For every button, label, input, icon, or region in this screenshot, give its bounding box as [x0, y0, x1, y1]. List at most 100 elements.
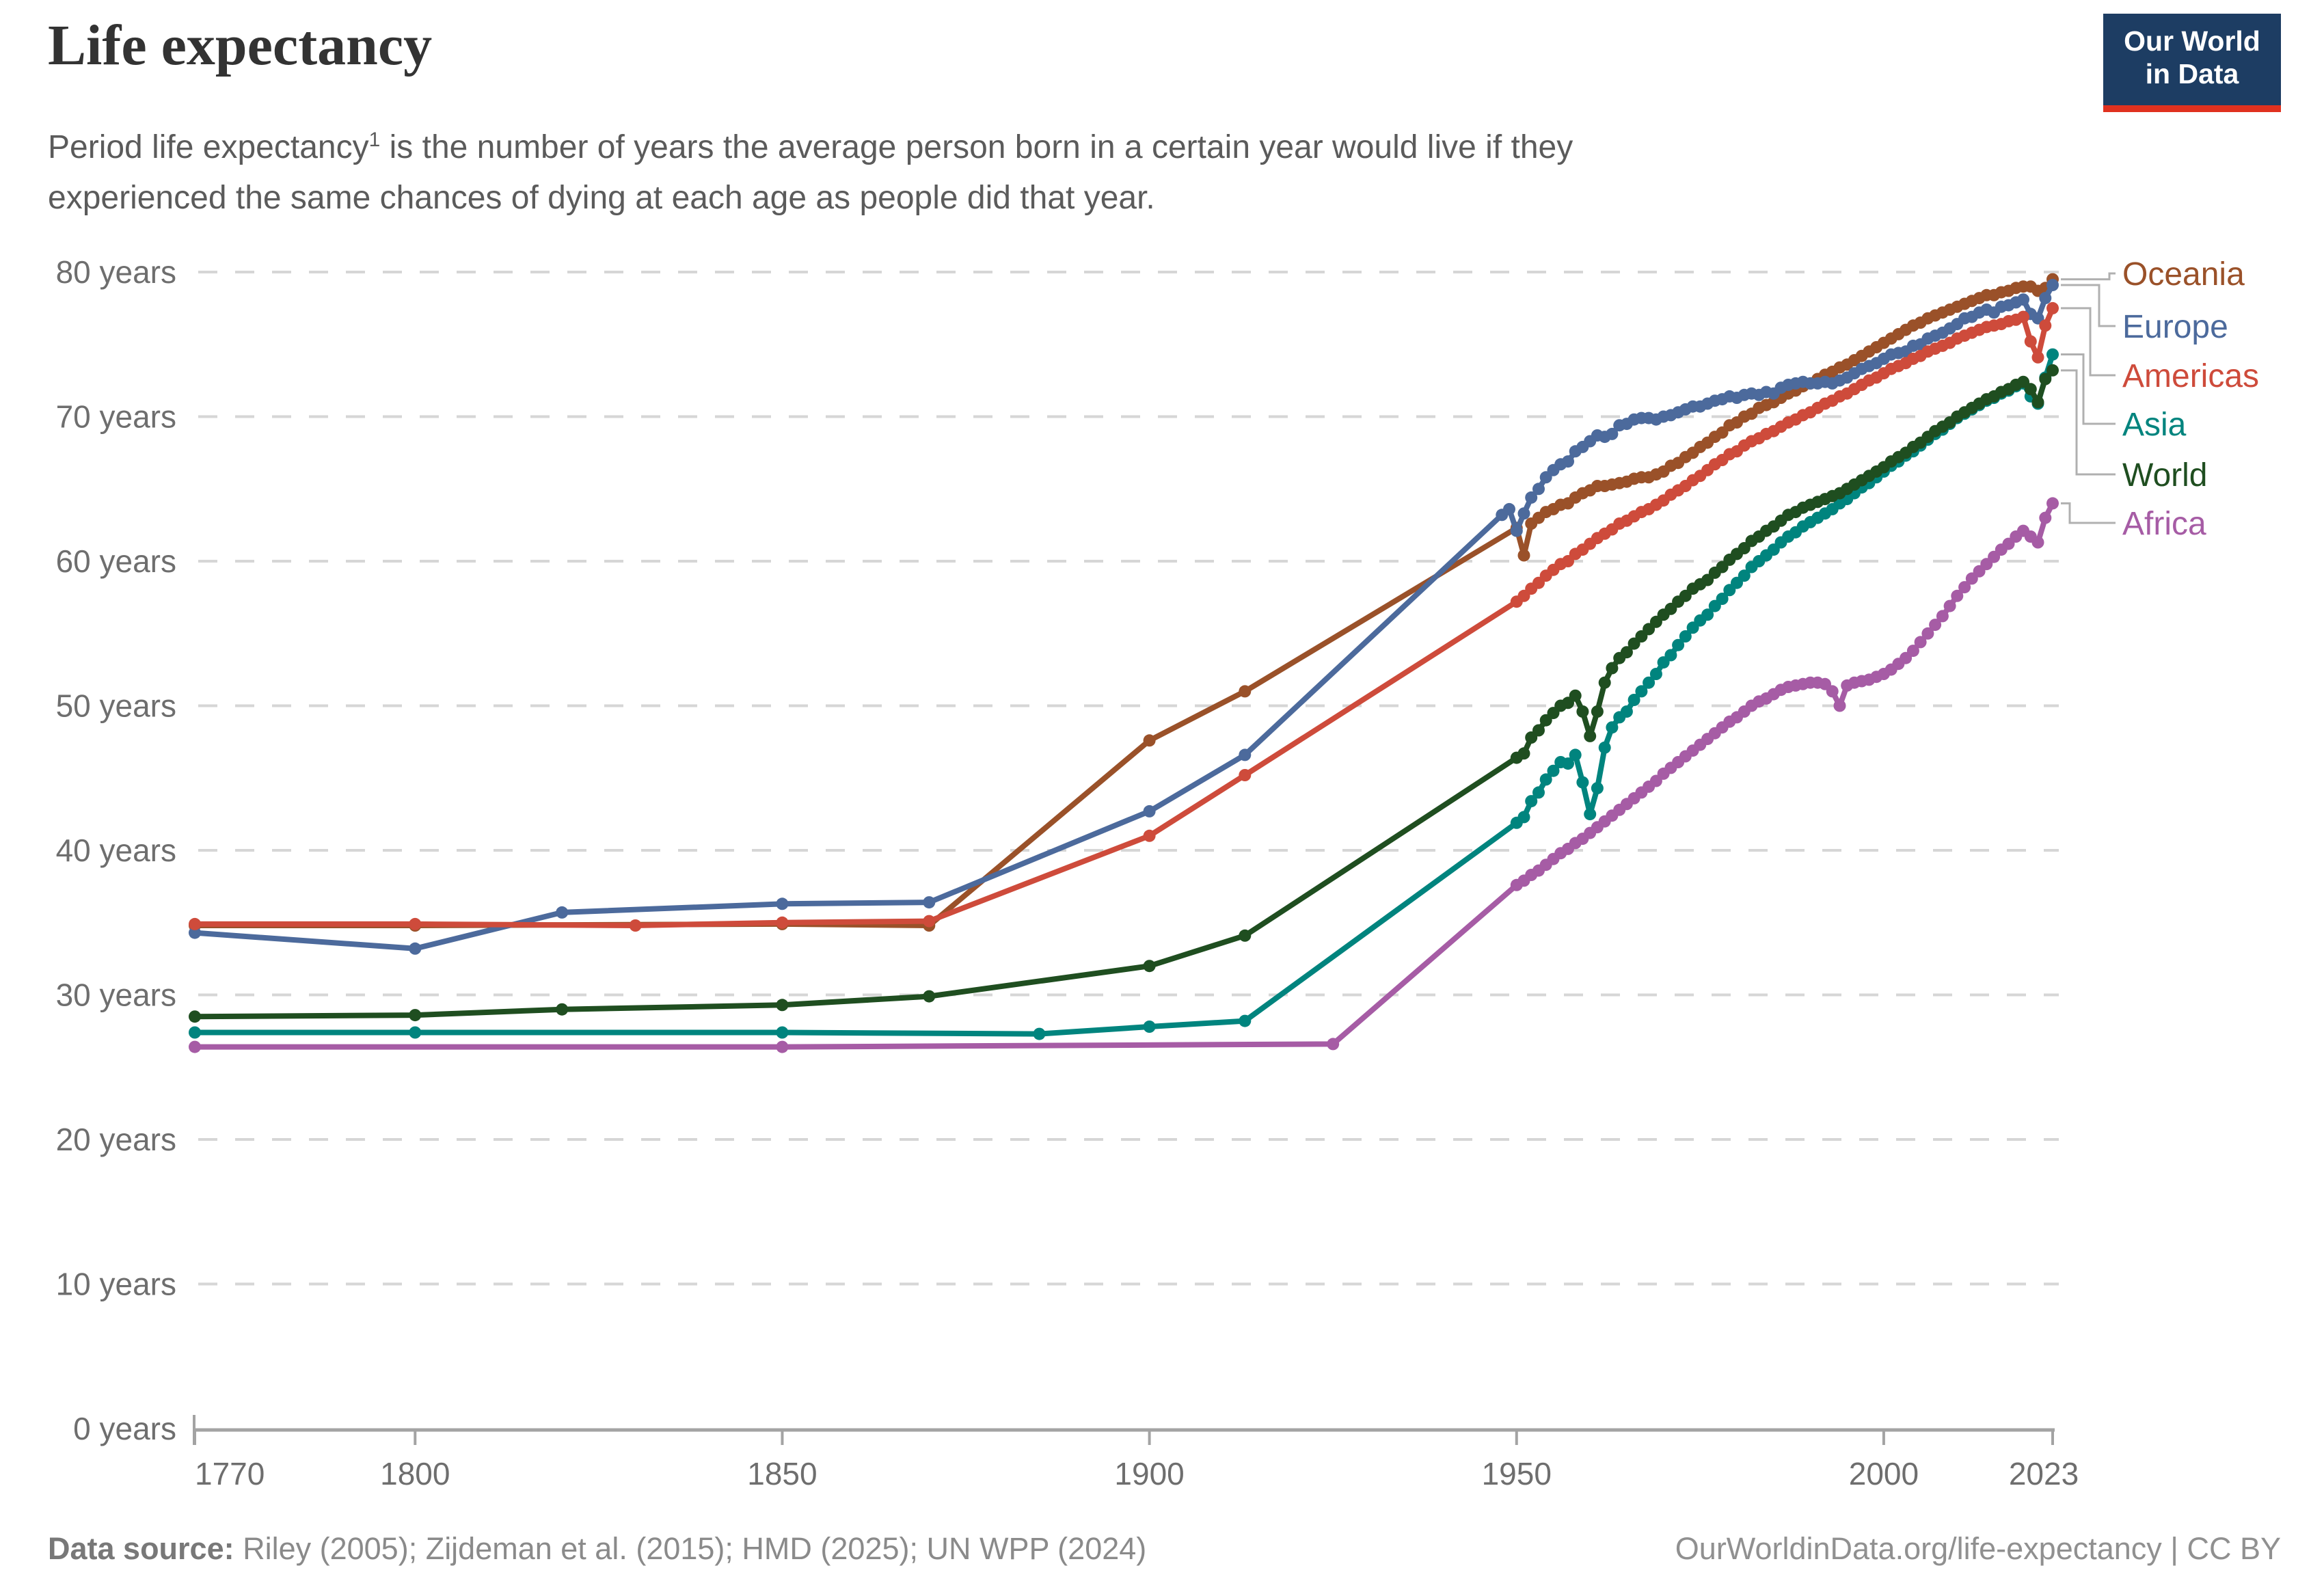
legend-label-africa[interactable]: Africa — [2122, 506, 2206, 542]
series-point-europe-1850[interactable] — [776, 897, 789, 910]
series-point-oceania-1913[interactable] — [1239, 685, 1252, 698]
series-point-asia-1958[interactable] — [1569, 748, 1582, 761]
series-point-world-1961[interactable] — [1591, 705, 1604, 718]
legend-label-europe[interactable]: Europe — [2122, 309, 2228, 345]
legend-label-world[interactable]: World — [2122, 457, 2207, 494]
series-point-europe-1951[interactable] — [1517, 507, 1530, 520]
series-point-world-2021[interactable] — [2031, 396, 2044, 409]
series-point-europe-1870[interactable] — [923, 896, 936, 909]
series-point-asia-1955[interactable] — [1547, 764, 1560, 777]
series-point-asia-1850[interactable] — [776, 1026, 789, 1039]
series-point-asia-1971[interactable] — [1664, 649, 1677, 662]
series-point-asia-1967[interactable] — [1635, 685, 1648, 698]
series-point-world-1850[interactable] — [776, 999, 789, 1012]
series-point-world-2022[interactable] — [2039, 373, 2052, 386]
series-point-africa-1850[interactable] — [776, 1040, 789, 1053]
series-line-oceania[interactable] — [192, 276, 2055, 928]
series-point-asia-1973[interactable] — [1679, 630, 1692, 643]
series-point-europe-1770[interactable] — [189, 926, 201, 939]
series-point-africa-2005[interactable] — [1914, 636, 1927, 649]
owid-logo[interactable]: Our World in Data — [2103, 14, 2281, 112]
series-point-africa-2008[interactable] — [1936, 610, 1949, 623]
series-point-asia-1957[interactable] — [1562, 757, 1574, 770]
series-point-africa-1770[interactable] — [189, 1040, 201, 1053]
legend-label-asia[interactable]: Asia — [2122, 407, 2187, 443]
series-point-africa-2021[interactable] — [2031, 536, 2044, 549]
series-point-americas-1770[interactable] — [189, 917, 201, 930]
series-point-asia-1913[interactable] — [1239, 1014, 1252, 1027]
series-point-americas-1800[interactable] — [409, 917, 422, 930]
series-point-europe-1820[interactable] — [556, 906, 569, 919]
series-point-world-2023[interactable] — [2046, 364, 2059, 377]
series-point-world-1960[interactable] — [1584, 729, 1597, 742]
legend-label-americas[interactable]: Americas — [2122, 358, 2259, 394]
series-line-africa[interactable] — [192, 500, 2055, 1050]
series-point-africa-2010[interactable] — [1951, 589, 1964, 602]
series-point-asia-1968[interactable] — [1643, 676, 1656, 689]
series-point-americas-2022[interactable] — [2039, 319, 2052, 332]
series-point-africa-2011[interactable] — [1958, 581, 1971, 594]
series-point-americas-2021[interactable] — [2031, 351, 2044, 364]
series-point-africa-2004[interactable] — [1906, 645, 1919, 658]
series-point-europe-1957[interactable] — [1562, 455, 1574, 468]
series-point-asia-1966[interactable] — [1627, 694, 1640, 706]
series-point-asia-1900[interactable] — [1143, 1021, 1156, 1033]
series-point-world-1953[interactable] — [1532, 724, 1545, 737]
series-point-europe-1949[interactable] — [1503, 502, 1515, 515]
series-point-europe-1950[interactable] — [1510, 524, 1523, 537]
series-point-americas-1870[interactable] — [923, 915, 936, 928]
series-point-europe-2022[interactable] — [2039, 292, 2052, 305]
series-point-world-1962[interactable] — [1598, 676, 1611, 689]
series-point-world-1770[interactable] — [189, 1010, 201, 1023]
series-point-africa-2006[interactable] — [1921, 627, 1934, 640]
series-point-americas-2020[interactable] — [2024, 335, 2037, 348]
series-point-asia-1952[interactable] — [1525, 795, 1538, 808]
series-point-europe-1913[interactable] — [1239, 748, 1252, 761]
series-point-americas-2023[interactable] — [2046, 301, 2059, 314]
series-point-europe-2023[interactable] — [2046, 279, 2059, 291]
series-point-africa-1993[interactable] — [1826, 685, 1839, 698]
series-point-asia-1962[interactable] — [1598, 741, 1611, 754]
series-point-africa-1994[interactable] — [1833, 699, 1846, 712]
legend-label-oceania[interactable]: Oceania — [2122, 256, 2245, 293]
series-point-asia-2023[interactable] — [2046, 348, 2059, 361]
series-point-world-1958[interactable] — [1569, 689, 1582, 702]
series-point-world-1913[interactable] — [1239, 929, 1252, 942]
series-point-asia-1885[interactable] — [1033, 1027, 1046, 1040]
series-point-asia-1981[interactable] — [1738, 569, 1751, 582]
footnote-marker[interactable]: 1 — [368, 129, 381, 151]
series-point-africa-2023[interactable] — [2046, 497, 2059, 510]
series-point-asia-1969[interactable] — [1649, 668, 1662, 680]
series-point-world-1951[interactable] — [1517, 747, 1530, 760]
series-point-world-1963[interactable] — [1606, 662, 1619, 675]
series-point-world-1800[interactable] — [409, 1009, 422, 1022]
series-point-asia-1954[interactable] — [1539, 773, 1552, 786]
series-point-europe-1963[interactable] — [1606, 427, 1619, 440]
series-point-europe-1952[interactable] — [1525, 491, 1538, 504]
series-point-world-2020[interactable] — [2024, 383, 2037, 396]
series-point-africa-2007[interactable] — [1929, 619, 1942, 632]
series-point-americas-1913[interactable] — [1239, 769, 1252, 781]
series-point-americas-1830[interactable] — [629, 919, 642, 932]
series-point-africa-2009[interactable] — [1943, 599, 1956, 612]
series-point-europe-2019[interactable] — [2017, 293, 2029, 306]
series-point-europe-1900[interactable] — [1143, 805, 1156, 818]
series-point-europe-1953[interactable] — [1532, 483, 1545, 496]
series-point-africa-1925[interactable] — [1327, 1038, 1340, 1051]
series-point-oceania-1900[interactable] — [1143, 734, 1156, 747]
series-point-world-1965[interactable] — [1620, 646, 1633, 659]
series-point-africa-2022[interactable] — [2039, 511, 2052, 524]
series-point-world-1870[interactable] — [923, 990, 936, 1003]
series-point-asia-1961[interactable] — [1591, 782, 1604, 795]
series-point-asia-1972[interactable] — [1672, 638, 1685, 651]
series-point-americas-1900[interactable] — [1143, 829, 1156, 842]
series-point-asia-1965[interactable] — [1620, 705, 1633, 718]
credit-link[interactable]: OurWorldinData.org/life-expectancy | CC … — [1675, 1531, 2281, 1566]
series-point-asia-1770[interactable] — [189, 1026, 201, 1039]
series-point-asia-1953[interactable] — [1532, 786, 1545, 799]
series-point-world-1820[interactable] — [556, 1003, 569, 1016]
series-point-asia-1959[interactable] — [1576, 776, 1589, 789]
series-point-asia-1960[interactable] — [1584, 808, 1597, 821]
series-point-americas-1850[interactable] — [776, 916, 789, 929]
